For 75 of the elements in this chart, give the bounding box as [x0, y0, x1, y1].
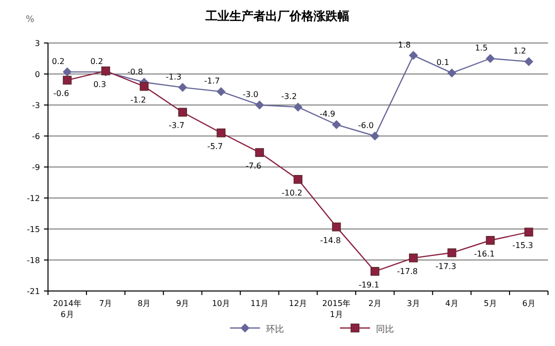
point [332, 222, 341, 232]
y-tick-label: -21 [26, 287, 40, 296]
y-tick-label: -18 [26, 256, 40, 265]
data-label: 1.2 [513, 46, 526, 56]
data-label: -15.3 [512, 241, 534, 250]
data-label: -19.1 [358, 280, 380, 290]
point [140, 82, 149, 91]
point [486, 54, 495, 63]
data-label: 1.8 [398, 40, 411, 50]
data-label: -6.0 [358, 121, 374, 130]
y-tick-label: -9 [32, 163, 40, 172]
y-tick-label: -15 [26, 225, 40, 234]
x-tick-label: 4月 [445, 299, 458, 308]
x-tick-label: 10月 [212, 299, 230, 308]
point [294, 102, 302, 112]
x-tick-label: 8月 [138, 299, 151, 308]
x-tick-label: 7月 [99, 299, 112, 308]
data-label: -1.3 [166, 72, 182, 82]
point [524, 57, 534, 66]
x-tick-label: 2014年 6月 [53, 299, 82, 319]
point [216, 128, 226, 138]
point [332, 120, 341, 130]
point [408, 50, 418, 60]
point [447, 248, 456, 258]
point [294, 175, 302, 184]
x-tick-label: 3月 [406, 299, 420, 308]
data-label: -10.2 [282, 188, 302, 198]
data-label: 0.1 [436, 58, 450, 67]
point [62, 67, 72, 76]
point [62, 76, 72, 85]
point [370, 266, 380, 276]
legend-label: 同比 [376, 324, 394, 335]
data-label: -0.6 [53, 89, 70, 98]
y-tick-label: 0 [34, 70, 40, 79]
point [408, 254, 418, 262]
point [255, 100, 264, 110]
x-tick-label: 2月 [368, 299, 382, 308]
data-label: -14.8 [320, 236, 341, 245]
point [178, 108, 188, 117]
x-tick-label: 12月 [288, 299, 308, 308]
point [216, 87, 226, 96]
data-label: 0.2 [52, 56, 65, 66]
x-tick-label: 11月 [250, 299, 269, 308]
data-label: -1.2 [130, 95, 146, 104]
data-label: -17.8 [397, 266, 418, 276]
legend-label: 环比 [266, 324, 284, 335]
point [178, 82, 188, 92]
point [524, 228, 534, 236]
data-label: -5.7 [207, 142, 223, 151]
data-label: -3.0 [242, 90, 258, 99]
y-tick-label: -12 [26, 194, 40, 203]
data-label: -4.9 [320, 110, 336, 119]
x-tick-label: 9月 [176, 299, 190, 308]
point [486, 236, 495, 245]
data-label: 0.2 [90, 56, 104, 66]
data-label: 1.5 [474, 44, 488, 52]
y-tick-label: -3 [32, 101, 40, 110]
data-label: -0.8 [127, 67, 143, 76]
x-tick-label: 6月 [522, 299, 536, 308]
data-label: -16.1 [474, 249, 495, 258]
data-label: -7.6 [246, 162, 262, 171]
point [255, 148, 264, 157]
x-tick-label: 2015年 1月 [322, 299, 351, 319]
data-label: -3.2 [281, 92, 297, 102]
data-label: -1.7 [204, 76, 220, 86]
data-label: 0.3 [93, 80, 106, 89]
y-tick-label: 3 [34, 39, 40, 48]
title: 工业生产者出厂价格涨跌幅 [206, 9, 350, 23]
point [370, 132, 380, 140]
data-label: -17.3 [435, 262, 456, 271]
data-label: -3.7 [168, 121, 184, 130]
x-tick-label: 5月 [484, 299, 497, 308]
y-tick-label: -6 [32, 132, 40, 141]
point [447, 68, 456, 78]
ylabel: % [26, 15, 34, 25]
